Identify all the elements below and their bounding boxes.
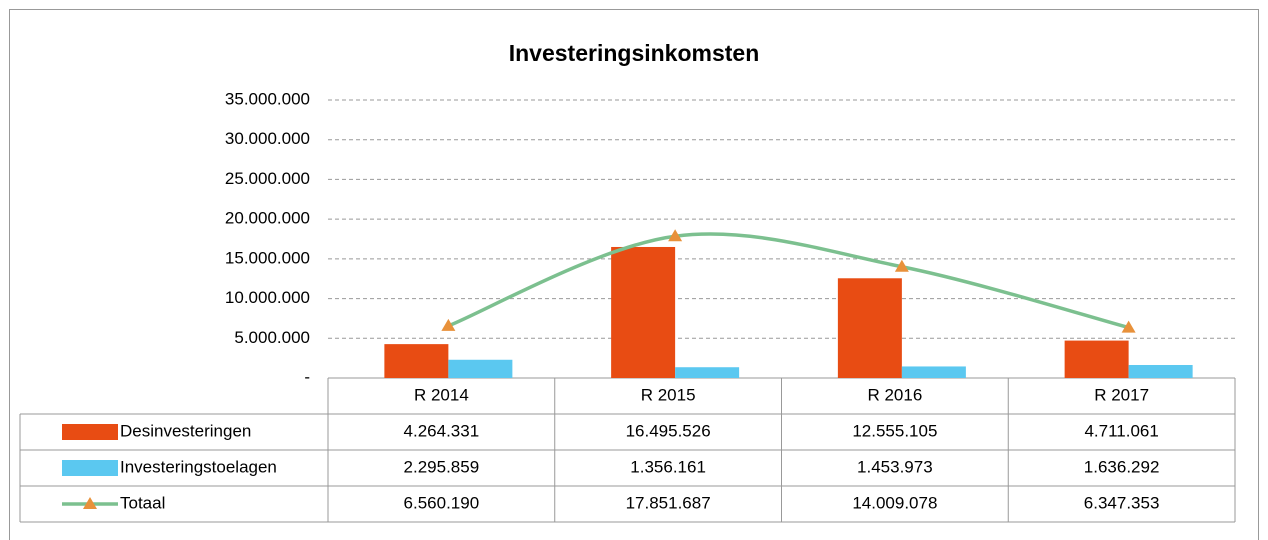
legend-label: Investeringstoelagen	[120, 457, 277, 476]
legend-label: Totaal	[120, 493, 165, 512]
x-tick-label: R 2015	[641, 385, 696, 404]
table-value: 4.711.061	[1084, 421, 1158, 440]
table-value: 4.264.331	[404, 421, 480, 440]
bar	[901, 366, 966, 378]
x-tick-label: R 2014	[414, 385, 469, 404]
y-tick-label: 25.000.000	[225, 169, 310, 188]
table-value: 17.851.687	[626, 493, 711, 512]
table-value: 6.347.353	[1084, 493, 1160, 512]
bar	[448, 359, 513, 378]
y-tick-label: 5.000.000	[234, 328, 310, 347]
bar	[1064, 340, 1129, 378]
legend-key	[62, 460, 118, 476]
line-marker	[83, 497, 97, 509]
table-value: 14.009.078	[852, 493, 937, 512]
line-marker	[668, 229, 683, 242]
legend-label: Desinvesteringen	[120, 421, 251, 440]
y-tick-label: 35.000.000	[225, 89, 310, 108]
x-tick-label: R 2016	[867, 385, 922, 404]
chart-title: Investeringsinkomsten	[509, 40, 760, 66]
y-tick-label: 30.000.000	[225, 129, 310, 148]
line	[447, 232, 1130, 330]
bar	[611, 246, 676, 378]
table-value: 2.295.859	[404, 457, 480, 476]
table-value: 1.356.161	[630, 457, 706, 476]
table-value: 1.636.292	[1084, 457, 1160, 476]
table-value: 12.555.105	[852, 421, 937, 440]
y-tick-label: 10.000.000	[225, 288, 310, 307]
y-tick-label: -	[304, 367, 310, 386]
y-tick-label: 20.000.000	[225, 209, 310, 228]
bar	[675, 367, 740, 378]
y-tick-label: 15.000.000	[225, 248, 310, 267]
bar	[384, 344, 449, 378]
line-marker	[441, 318, 456, 331]
legend-key	[62, 424, 118, 440]
bar	[837, 278, 902, 378]
bar	[1128, 365, 1193, 378]
table-value: 6.560.190	[404, 493, 480, 512]
line-marker	[894, 259, 909, 272]
x-tick-label: R 2017	[1094, 385, 1149, 404]
table-value: 1.453.973	[857, 457, 933, 476]
line-marker	[1121, 320, 1136, 333]
table-value: 16.495.526	[626, 421, 711, 440]
